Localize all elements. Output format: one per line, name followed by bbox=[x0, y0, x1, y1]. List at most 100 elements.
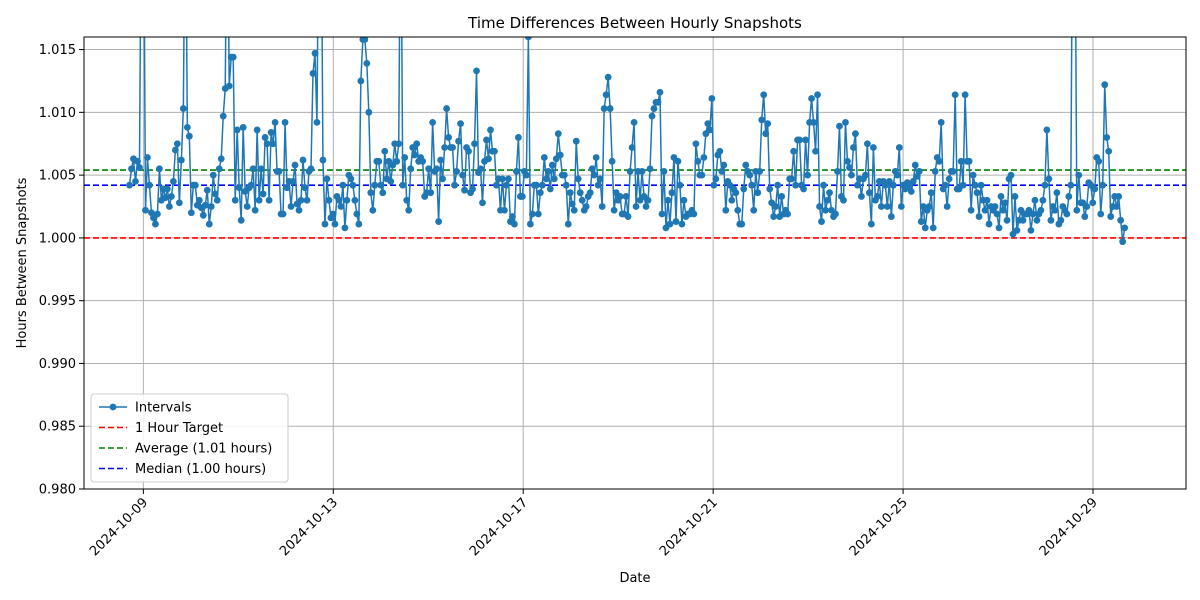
data-point bbox=[790, 147, 798, 155]
data-point bbox=[449, 144, 456, 151]
data-point bbox=[1105, 147, 1113, 155]
data-point bbox=[522, 171, 530, 179]
data-point bbox=[126, 181, 133, 189]
data-point bbox=[578, 196, 586, 204]
data-point bbox=[600, 105, 608, 112]
data-point bbox=[301, 184, 309, 192]
data-point bbox=[951, 91, 959, 99]
data-point bbox=[142, 206, 149, 214]
data-point bbox=[1011, 193, 1019, 200]
data-point bbox=[850, 144, 857, 151]
legend-label: Average (1.01 hours) bbox=[135, 442, 272, 457]
data-point bbox=[469, 185, 476, 193]
data-point bbox=[485, 155, 492, 163]
data-point bbox=[534, 210, 542, 218]
data-point bbox=[511, 220, 518, 228]
data-point bbox=[778, 193, 786, 200]
data-point bbox=[279, 210, 287, 218]
data-point bbox=[822, 206, 829, 214]
data-point bbox=[911, 161, 919, 169]
data-point bbox=[509, 213, 516, 220]
data-point bbox=[1065, 193, 1073, 200]
data-point bbox=[937, 118, 945, 126]
data-point bbox=[792, 181, 800, 189]
data-point bbox=[499, 175, 506, 183]
y-tick-label: 0.995 bbox=[39, 294, 76, 309]
data-point bbox=[788, 175, 796, 183]
legend-swatch-marker bbox=[109, 403, 117, 411]
data-point bbox=[487, 126, 494, 134]
data-point bbox=[451, 181, 458, 189]
data-point bbox=[596, 175, 604, 183]
data-point bbox=[217, 155, 225, 163]
data-point bbox=[564, 220, 572, 228]
data-point bbox=[211, 190, 219, 198]
data-point bbox=[678, 220, 686, 228]
data-point bbox=[395, 140, 403, 148]
data-point bbox=[538, 181, 546, 189]
data-point bbox=[760, 91, 768, 99]
data-point bbox=[401, 154, 409, 161]
data-point bbox=[654, 98, 662, 106]
data-point bbox=[341, 224, 349, 232]
data-point bbox=[355, 220, 363, 228]
legend: Intervals 1 Hour Target Average (1.01 hour… bbox=[90, 393, 289, 483]
data-point bbox=[907, 188, 915, 195]
data-point bbox=[560, 171, 568, 179]
data-point bbox=[991, 203, 999, 210]
data-point bbox=[568, 200, 576, 208]
data-point bbox=[858, 193, 865, 200]
data-point bbox=[592, 154, 600, 161]
data-point bbox=[247, 181, 255, 189]
data-point bbox=[1043, 126, 1051, 134]
data-point bbox=[471, 140, 478, 148]
data-point bbox=[582, 203, 590, 210]
y-tick-label: 1.000 bbox=[39, 231, 76, 246]
data-point bbox=[818, 218, 825, 225]
data-point bbox=[935, 157, 943, 165]
data-point bbox=[826, 189, 833, 197]
data-point bbox=[973, 189, 981, 197]
data-point bbox=[311, 49, 319, 57]
data-point bbox=[710, 181, 718, 189]
data-point bbox=[526, 220, 534, 228]
data-point bbox=[269, 140, 277, 148]
data-point bbox=[820, 181, 827, 189]
data-point bbox=[716, 147, 724, 155]
data-point bbox=[381, 147, 389, 155]
data-point bbox=[909, 177, 917, 185]
data-point bbox=[680, 196, 688, 204]
data-point bbox=[738, 220, 746, 228]
data-point bbox=[774, 181, 782, 189]
data-point bbox=[650, 105, 658, 112]
data-point bbox=[959, 181, 967, 189]
data-point bbox=[993, 210, 1001, 218]
legend-label: Intervals bbox=[135, 401, 192, 416]
data-point bbox=[1057, 216, 1065, 224]
data-point bbox=[644, 196, 652, 204]
data-point bbox=[473, 67, 480, 75]
data-point bbox=[672, 218, 680, 225]
data-point bbox=[229, 53, 237, 61]
data-point bbox=[999, 206, 1007, 214]
data-point bbox=[1047, 216, 1055, 224]
data-point bbox=[1107, 213, 1115, 220]
data-point bbox=[1081, 213, 1089, 220]
data-point bbox=[505, 175, 512, 183]
data-point bbox=[1119, 238, 1127, 246]
data-point bbox=[848, 171, 855, 179]
data-point bbox=[387, 177, 395, 185]
data-point bbox=[1067, 181, 1075, 189]
data-point bbox=[156, 165, 163, 173]
data-point bbox=[915, 167, 923, 175]
data-point bbox=[309, 70, 317, 77]
data-point bbox=[349, 181, 357, 189]
data-point bbox=[239, 124, 247, 131]
data-point bbox=[812, 147, 819, 155]
data-point bbox=[846, 164, 853, 171]
data-point bbox=[1089, 199, 1097, 207]
data-point bbox=[844, 157, 851, 165]
data-point bbox=[361, 37, 369, 43]
data-point bbox=[772, 203, 780, 210]
data-point bbox=[931, 167, 939, 175]
